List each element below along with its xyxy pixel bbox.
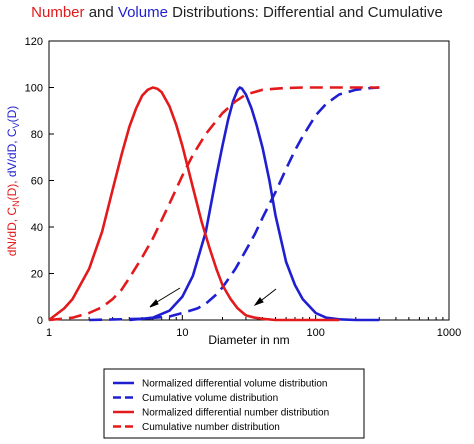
- legend-label-0: Normalized differential volume distribut…: [142, 379, 327, 390]
- title-part-volume: Volume: [118, 4, 168, 21]
- ylabel-part-0: dN/dD, C: [5, 207, 19, 257]
- y-tick-label: 80: [31, 129, 43, 141]
- ylabel-part-5: (D): [5, 106, 19, 123]
- x-tick-label: 10: [176, 327, 188, 339]
- series-line-1: [89, 86, 380, 322]
- y-tick-label: 40: [31, 222, 43, 234]
- ylabel-part-1: N: [11, 200, 21, 207]
- legend-label-3: Cumulative number distribution: [142, 422, 280, 433]
- series-layer: [48, 86, 380, 322]
- y-tick-label: 0: [37, 315, 43, 327]
- legend: Normalized differential volume distribut…: [103, 368, 365, 439]
- y-tick-label: 120: [25, 36, 43, 48]
- plot-area-frame: [48, 40, 450, 321]
- chart-title: Number and Volume Distributions: Differe…: [31, 4, 443, 21]
- title-part-number: Number: [31, 4, 84, 21]
- series-line-2: [48, 86, 340, 322]
- arrow-right-head: [253, 297, 264, 307]
- ylabel-part-3: dV/dD, C: [5, 128, 19, 180]
- arrow-left-head: [149, 299, 159, 308]
- y-tick-label: 20: [31, 269, 43, 281]
- x-tick-label: 1: [46, 327, 52, 339]
- title-part-rest: Distributions: Differential and Cumulati…: [168, 4, 443, 21]
- ylabel-part-2: (D),: [5, 180, 19, 200]
- y-axis-label: dN/dD, CN(D), dV/dD, CV(D): [5, 106, 21, 257]
- annotation-arrows: [149, 287, 277, 308]
- title-part-and: and: [85, 4, 118, 21]
- y-tick-label: 60: [31, 176, 43, 188]
- x-tick-label: 100: [306, 327, 324, 339]
- series-line-0: [129, 86, 380, 322]
- x-axis-label: Diameter in nm: [208, 333, 289, 347]
- series-line-3: [48, 86, 380, 322]
- legend-box: [103, 368, 365, 439]
- x-tick-label: 1000: [437, 327, 461, 339]
- legend-label-1: Cumulative volume distribution: [142, 393, 278, 404]
- legend-label-2: Normalized differential number distribut…: [142, 408, 329, 419]
- ylabel-part-4: V: [11, 122, 21, 128]
- y-tick-label: 100: [25, 83, 43, 95]
